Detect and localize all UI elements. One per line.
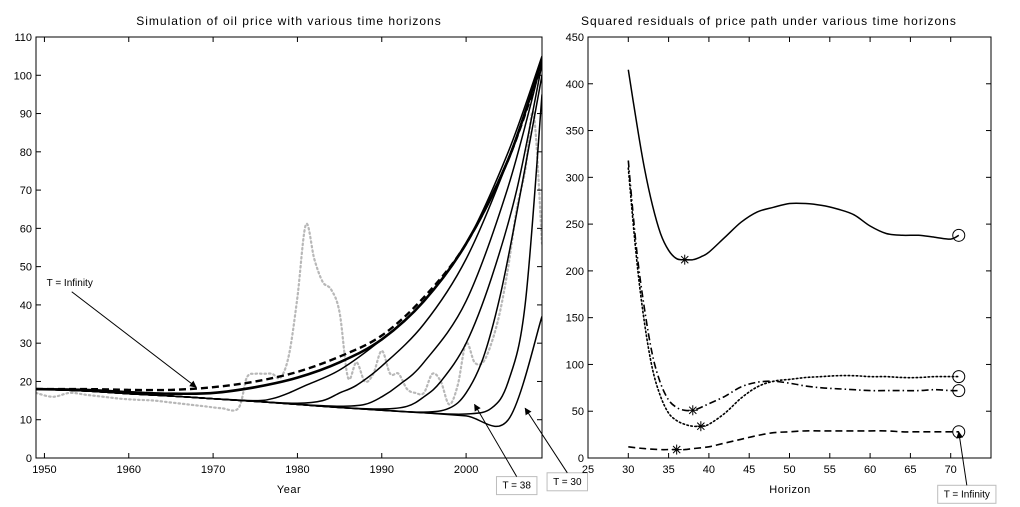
right-ytick-label-4: 200 (566, 266, 584, 278)
left-ytick-label-9: 90 (20, 109, 32, 121)
left-ytick-label-3: 30 (20, 338, 32, 350)
right-xtick-label-0: 25 (582, 464, 594, 476)
left-annotation-text-1: T = 38 (502, 481, 531, 492)
right-xtick-label-3: 40 (703, 464, 715, 476)
left-ytick-label-8: 80 (20, 147, 32, 159)
left-annotation-2: T = 30 (524, 407, 589, 492)
left-annotation-arrow-1 (474, 403, 518, 477)
left-annotation-arrow-0 (71, 291, 197, 388)
right-xtick-label-5: 50 (783, 464, 795, 476)
right-xtick-label-9: 70 (945, 464, 957, 476)
left-ytick-label-5: 50 (20, 262, 32, 274)
right-xtick-label-8: 65 (904, 464, 916, 476)
left-xtick-label-4: 1990 (370, 464, 394, 476)
left-annotation-text-2: T = 30 (553, 477, 582, 488)
left-ytick-label-1: 10 (20, 415, 32, 427)
right-ytick-label-0: 0 (578, 453, 584, 465)
right-end-marker-0 (952, 228, 966, 242)
chart-left-plot-area (36, 55, 542, 428)
chart-right-annotations: T = Infinity (937, 431, 997, 504)
right-annotation-0: T = Infinity (937, 431, 997, 504)
right-end-marker-1 (952, 384, 966, 398)
chart-right-xlabel: Horizon (769, 484, 810, 496)
left-series-line-9 (36, 63, 542, 392)
chart-left-annotations: T = Infinity T = 38 T = 30 (47, 278, 589, 496)
chart-left-xlabel: Year (277, 484, 301, 496)
chart-right-axes-box (587, 36, 992, 459)
left-xtick-label-2: 1970 (201, 464, 225, 476)
chart-left-axes-box (35, 36, 543, 459)
left-series-line-0 (36, 110, 542, 412)
right-series-line-0 (627, 69, 960, 261)
chart-right-plot-area (627, 69, 966, 455)
right-ytick-label-3: 150 (566, 313, 584, 325)
left-annotation-text-0: T = Infinity (47, 278, 93, 289)
right-series-line-1 (627, 160, 959, 412)
right-series-line-2 (627, 167, 960, 428)
left-series-line-7 (36, 55, 542, 402)
left-ytick-label-2: 20 (20, 376, 32, 388)
chart-left: Simulation of oil price with various tim… (14, 14, 589, 496)
right-annotation-text-0: T = Infinity (944, 489, 990, 500)
right-min-marker-2 (695, 421, 706, 432)
right-min-marker-3 (671, 444, 682, 455)
right-ytick-label-1: 50 (572, 406, 584, 418)
chart-right-title: Squared residuals of price path under va… (581, 14, 957, 28)
right-end-marker-2 (952, 370, 966, 384)
right-ytick-label-7: 350 (566, 126, 584, 138)
left-xtick-label-1: 1960 (117, 464, 141, 476)
right-annotation-arrow-0 (956, 431, 968, 486)
left-ytick-label-6: 60 (20, 223, 32, 235)
right-ytick-label-9: 450 (566, 32, 584, 44)
right-ytick-label-2: 100 (566, 359, 584, 371)
left-ytick-label-11: 110 (14, 32, 32, 44)
left-annotation-arrow-2 (524, 407, 568, 474)
left-xtick-label-3: 1980 (285, 464, 309, 476)
right-min-marker-0 (679, 254, 690, 265)
chart-left-title: Simulation of oil price with various tim… (136, 14, 441, 28)
right-xtick-label-4: 45 (743, 464, 755, 476)
left-ytick-label-4: 40 (20, 300, 32, 312)
right-xtick-label-6: 55 (824, 464, 836, 476)
right-xtick-label-1: 30 (622, 464, 634, 476)
left-ytick-label-0: 0 (26, 453, 32, 465)
right-min-marker-1 (687, 405, 698, 416)
left-annotation-1: T = 38 (474, 403, 538, 496)
right-xtick-label-2: 35 (662, 464, 674, 476)
right-ytick-label-8: 400 (566, 79, 584, 91)
left-ytick-label-10: 100 (14, 70, 32, 82)
left-xtick-label-0: 1950 (32, 464, 56, 476)
right-ytick-label-6: 300 (566, 172, 584, 184)
left-series-line-1 (36, 316, 542, 428)
right-xtick-label-7: 60 (864, 464, 876, 476)
right-series-line-3 (628, 430, 959, 451)
left-ytick-label-7: 70 (20, 185, 32, 197)
chart-right-ticks: 0 50 100 150 200 250 300 350 400 450 25 30 35 40 45 50 5… (566, 32, 991, 476)
chart-right: Squared residuals of price path under va… (566, 14, 997, 504)
chart-left-ticks: 0 10 20 30 40 50 60 70 80 90 100 110 1950 1960 1970 198… (14, 32, 542, 476)
left-annotation-0: T = Infinity (47, 278, 197, 388)
right-ytick-label-5: 250 (566, 219, 584, 231)
left-xtick-label-5: 2000 (454, 464, 478, 476)
left-series-line-2 (36, 94, 542, 415)
